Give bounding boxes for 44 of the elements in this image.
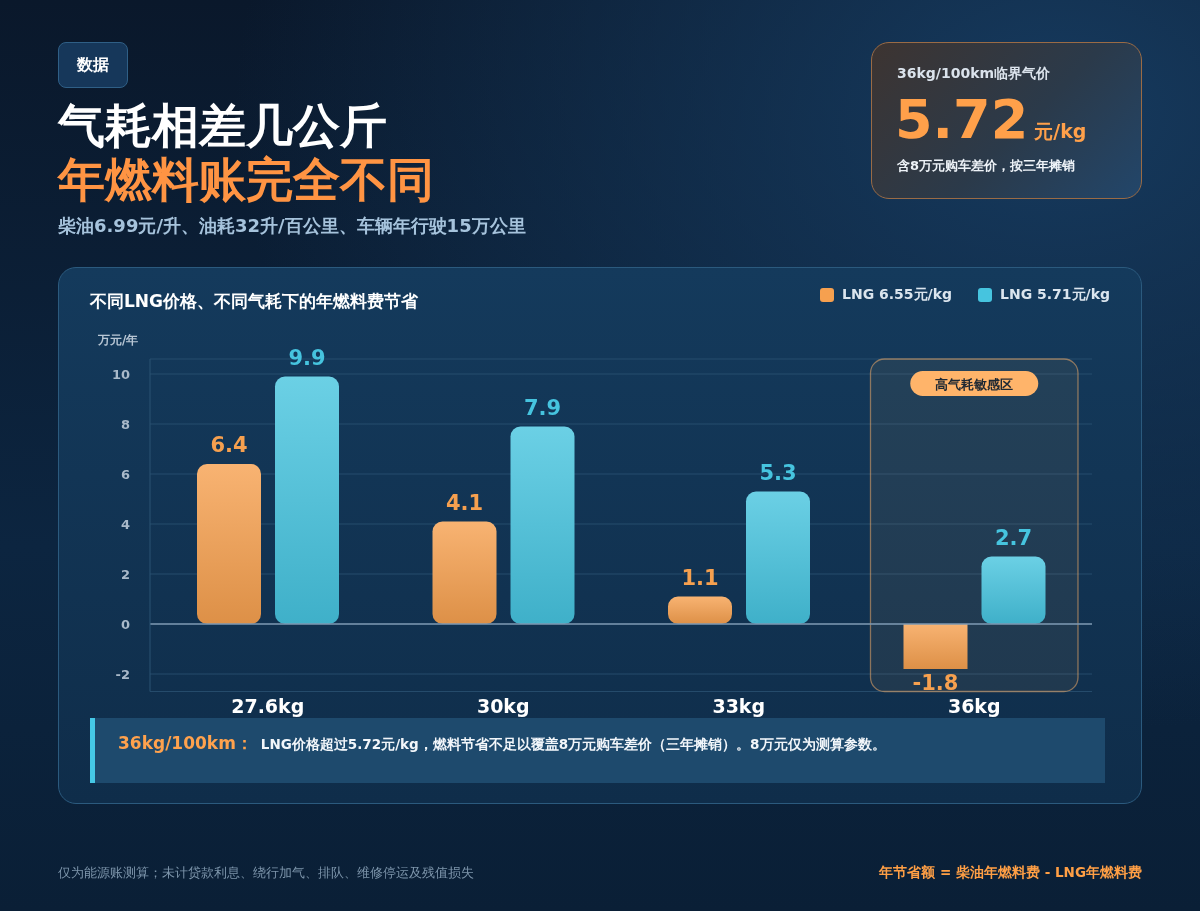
bar: [903, 624, 968, 669]
text: LNG价格超过5.72元/kg，燃料节省不足以覆盖8万元购车差价（三年摊销）。8万元仅为测算参数。: [260, 736, 886, 754]
legend-label: LNG 6.55元/kg: [842, 286, 952, 304]
bar: [197, 464, 261, 624]
y-tick-label: 6: [120, 466, 130, 482]
chart-subtitle: 年燃料账完全不同: [58, 152, 434, 208]
chart-title: 气耗相差几公斤: [58, 98, 387, 154]
y-tick-label: 2: [120, 566, 130, 582]
text: 元/kg: [1034, 119, 1087, 144]
band-label: 高气耗敏感区: [935, 376, 1014, 392]
text: 不同LNG价格、不同气耗下的年燃料费节省: [90, 290, 419, 313]
bar: [746, 491, 810, 624]
text: 仅为能源账测算；未计贷款利息、绕行加气、排队、维修停运及残值损失: [58, 865, 474, 882]
y-tick-label: 8: [120, 416, 130, 432]
text: 年节省额 = 柴油年燃料费 - LNG年燃料费: [879, 864, 1142, 882]
y-tick-label: 0: [120, 616, 130, 632]
data-label: -1.8: [912, 671, 959, 696]
data-label: 9.9: [288, 345, 326, 370]
data-label: 6.4: [210, 433, 248, 457]
text: 36kg/100km：: [118, 732, 253, 755]
x-tick-label: 33kg: [712, 694, 766, 717]
x-tick-label: 36kg: [947, 694, 1001, 717]
bar: [275, 376, 339, 624]
data-label: 5.3: [759, 460, 797, 485]
data-label: 1.1: [681, 565, 719, 590]
bar: [432, 521, 497, 624]
data-label: 2.7: [994, 525, 1033, 550]
text: 含8万元购车差价，按三年摊销: [897, 157, 1076, 175]
data-label: 7.9: [523, 395, 562, 420]
bar: [510, 426, 575, 624]
text: 数据: [58, 42, 128, 88]
text: 36kg/100km临界气价: [897, 65, 1051, 83]
y-tick-label: 10: [111, 366, 130, 382]
data-label: 4.1: [445, 490, 484, 515]
bar: [981, 556, 1046, 624]
x-tick-label: 27.6kg: [231, 694, 305, 717]
text: 柴油6.99元/升、油耗32升/百公里、车辆年行驶15万公里: [58, 214, 526, 238]
y-axis-title: 万元/年: [98, 332, 139, 349]
y-tick-label: -2: [115, 666, 130, 682]
x-tick-label: 30kg: [476, 694, 530, 717]
y-tick-label: 4: [120, 516, 130, 532]
legend-label: LNG 5.71元/kg: [1000, 286, 1110, 304]
bar: [668, 596, 732, 624]
text: 5.72: [895, 88, 1029, 151]
